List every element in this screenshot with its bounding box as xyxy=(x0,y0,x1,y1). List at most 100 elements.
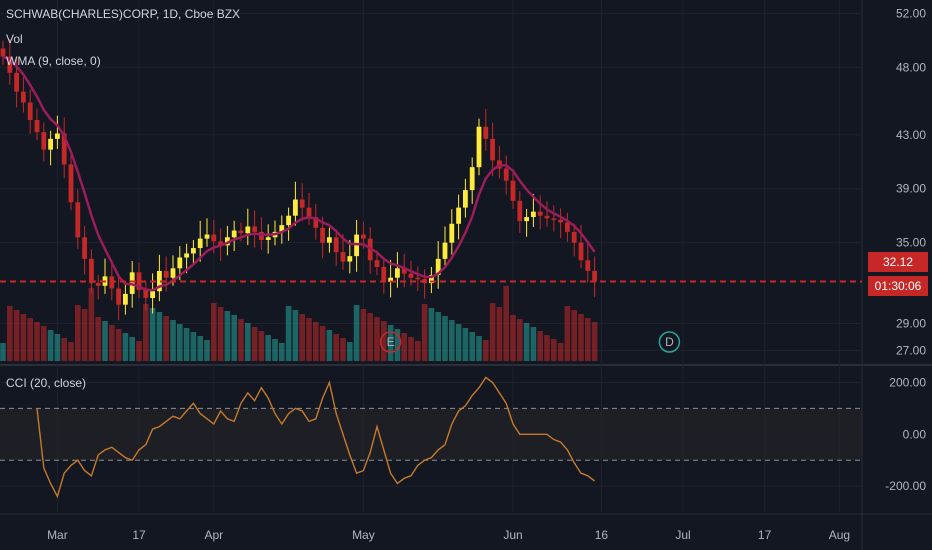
volume-bar xyxy=(387,325,394,361)
candle-body xyxy=(449,223,455,243)
wma-line xyxy=(2,55,596,292)
volume-bar xyxy=(224,311,231,361)
volume-bar xyxy=(238,319,244,361)
volume-bar xyxy=(578,314,584,361)
time-tick-label: Jul xyxy=(675,528,690,542)
candle-body xyxy=(463,190,468,208)
candle-body xyxy=(340,252,346,262)
volume-legend[interactable]: Vol xyxy=(6,32,23,46)
volume-bar xyxy=(20,314,27,361)
candle-body xyxy=(27,102,33,120)
candle-body xyxy=(34,119,40,133)
candle-body xyxy=(61,133,67,165)
candle-body xyxy=(157,270,162,292)
candle-body xyxy=(578,242,584,261)
candle-body xyxy=(381,266,387,282)
cci-tick-label: 0.00 xyxy=(903,427,927,441)
volume-bar xyxy=(13,310,20,361)
candle-body xyxy=(68,164,74,203)
symbol-legend[interactable]: SCHWAB(CHARLES)CORP, 1D, Cboe BZX xyxy=(6,7,241,21)
candle-body xyxy=(286,215,291,226)
candle-body xyxy=(82,237,87,259)
volume-bar xyxy=(88,288,95,361)
volume-bar xyxy=(319,326,326,361)
volume-bar xyxy=(367,313,373,361)
volume-bar xyxy=(7,306,13,361)
candle-body xyxy=(347,256,353,262)
cci-legend[interactable]: CCI (20, close) xyxy=(6,376,87,390)
candle-body xyxy=(565,222,570,232)
candle-body xyxy=(177,257,183,269)
volume-bar xyxy=(435,312,441,361)
volume-bar xyxy=(143,304,149,361)
volume-bar xyxy=(510,315,516,361)
volume-bar xyxy=(190,332,197,361)
candle-body xyxy=(483,126,489,139)
volume-bar xyxy=(61,338,67,361)
volume-bar xyxy=(102,321,108,361)
candle-body xyxy=(95,283,101,286)
candle-body xyxy=(279,225,285,232)
candle-body xyxy=(197,238,203,249)
candle-body xyxy=(265,237,271,240)
candle-body xyxy=(531,211,536,218)
candle-body xyxy=(327,237,332,243)
volume-bar xyxy=(245,323,251,361)
volume-bar xyxy=(258,331,265,361)
price-tick-label: 48.00 xyxy=(896,60,926,74)
volume-bar xyxy=(326,330,333,361)
volume-bar xyxy=(54,334,61,361)
last-price-tag: 32.12 xyxy=(868,252,928,272)
volume-bar xyxy=(530,327,537,361)
volume-bar xyxy=(360,309,367,361)
candle-body xyxy=(456,207,461,224)
time-tick-label: Mar xyxy=(47,528,68,542)
candle-body xyxy=(204,234,210,239)
volume-bar xyxy=(47,330,54,361)
wma-legend[interactable]: WMA (9, close, 0) xyxy=(6,54,101,68)
candle-body xyxy=(150,291,155,298)
volume-bar xyxy=(585,318,591,361)
volume-bar xyxy=(333,334,339,361)
time-tick-label: 17 xyxy=(132,528,146,542)
candle-body xyxy=(510,180,516,201)
time-tick-label: May xyxy=(352,528,375,542)
volume-bar xyxy=(517,319,523,361)
candle-body xyxy=(435,258,441,276)
candle-body xyxy=(89,258,94,284)
candle-body xyxy=(333,237,339,253)
candle-body xyxy=(313,217,319,228)
volume-bar xyxy=(462,328,469,361)
volume-bar xyxy=(279,343,285,361)
price-tick-label: 29.00 xyxy=(896,317,926,331)
volume-bar xyxy=(204,340,210,361)
candle-body xyxy=(231,230,237,238)
volume-bar xyxy=(503,286,509,361)
volume-bar xyxy=(449,320,455,361)
candle-body xyxy=(551,218,557,220)
candle-body xyxy=(429,275,434,284)
candle-body xyxy=(218,241,223,246)
candle-body xyxy=(21,91,26,103)
candle-body xyxy=(136,272,142,290)
candle-body xyxy=(170,268,176,278)
candle-body xyxy=(476,126,482,168)
candle-body xyxy=(469,167,475,191)
cci-tick-label: -200.00 xyxy=(885,479,926,493)
volume-bar xyxy=(476,336,482,361)
volume-bar xyxy=(197,336,203,361)
candle-body xyxy=(517,200,523,222)
volume-bar xyxy=(313,322,319,361)
volume-bar xyxy=(231,315,237,361)
volume-bar xyxy=(591,322,598,361)
volume-bar xyxy=(557,343,564,361)
volume-bar xyxy=(136,341,142,361)
volume-bar xyxy=(285,306,292,361)
volume-bar xyxy=(483,340,489,361)
volume-bar xyxy=(489,303,496,361)
candle-body xyxy=(238,230,244,234)
time-tick-label: 16 xyxy=(595,528,609,542)
volume-bar xyxy=(251,327,258,361)
